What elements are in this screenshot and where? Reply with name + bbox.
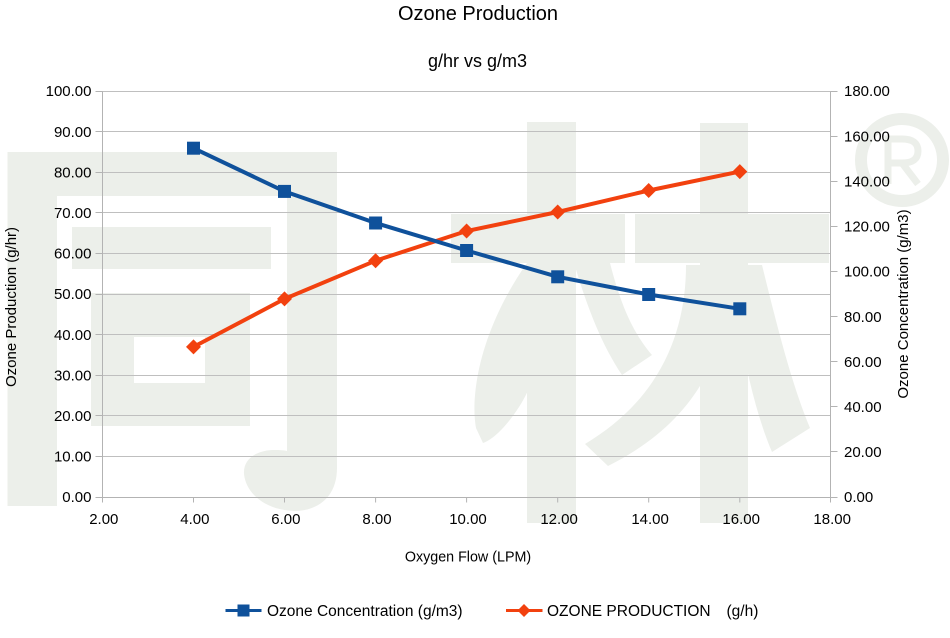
svg-text:90.00: 90.00 — [54, 124, 92, 141]
svg-text:Ozone Concentration (g/m3): Ozone Concentration (g/m3) — [267, 603, 463, 620]
svg-text:2.00: 2.00 — [89, 511, 118, 528]
svg-text:80.00: 80.00 — [54, 164, 92, 181]
svg-text:20.00: 20.00 — [54, 408, 92, 425]
svg-text:14.00: 14.00 — [631, 511, 669, 528]
svg-text:30.00: 30.00 — [54, 367, 92, 384]
svg-text:Ozone Production: Ozone Production — [398, 3, 558, 25]
svg-text:Oxygen Flow (LPM): Oxygen Flow (LPM) — [405, 550, 531, 566]
svg-text:8.00: 8.00 — [362, 511, 391, 528]
svg-text:10.00: 10.00 — [54, 449, 92, 466]
svg-text:(g/h): (g/h) — [727, 603, 759, 620]
svg-text:6.00: 6.00 — [271, 511, 300, 528]
svg-text:OZONE PRODUCTION: OZONE PRODUCTION — [547, 603, 711, 620]
svg-text:g/hr vs g/m3: g/hr vs g/m3 — [428, 51, 527, 71]
svg-text:70.00: 70.00 — [54, 205, 92, 222]
svg-text:40.00: 40.00 — [54, 327, 92, 344]
svg-text:18.00: 18.00 — [813, 511, 851, 528]
svg-text:120.00: 120.00 — [844, 219, 890, 236]
svg-text:100.00: 100.00 — [844, 264, 890, 281]
svg-text:60.00: 60.00 — [54, 246, 92, 263]
svg-text:20.00: 20.00 — [844, 444, 882, 461]
svg-text:Ozone Concentration (g/m3): Ozone Concentration (g/m3) — [895, 209, 912, 398]
svg-text:40.00: 40.00 — [844, 399, 882, 416]
svg-text:140.00: 140.00 — [844, 173, 890, 190]
svg-text:0.00: 0.00 — [62, 489, 91, 506]
svg-text:0.00: 0.00 — [844, 489, 873, 506]
svg-text:80.00: 80.00 — [844, 309, 882, 326]
svg-text:16.00: 16.00 — [722, 511, 760, 528]
svg-text:10.00: 10.00 — [449, 511, 487, 528]
svg-text:160.00: 160.00 — [844, 128, 890, 145]
svg-text:4.00: 4.00 — [180, 511, 209, 528]
svg-text:100.00: 100.00 — [46, 83, 92, 100]
svg-text:60.00: 60.00 — [844, 354, 882, 371]
svg-text:Ozone Production (g/hr): Ozone Production (g/hr) — [3, 227, 20, 387]
svg-text:180.00: 180.00 — [844, 83, 890, 100]
svg-text:50.00: 50.00 — [54, 286, 92, 303]
svg-text:12.00: 12.00 — [540, 511, 578, 528]
